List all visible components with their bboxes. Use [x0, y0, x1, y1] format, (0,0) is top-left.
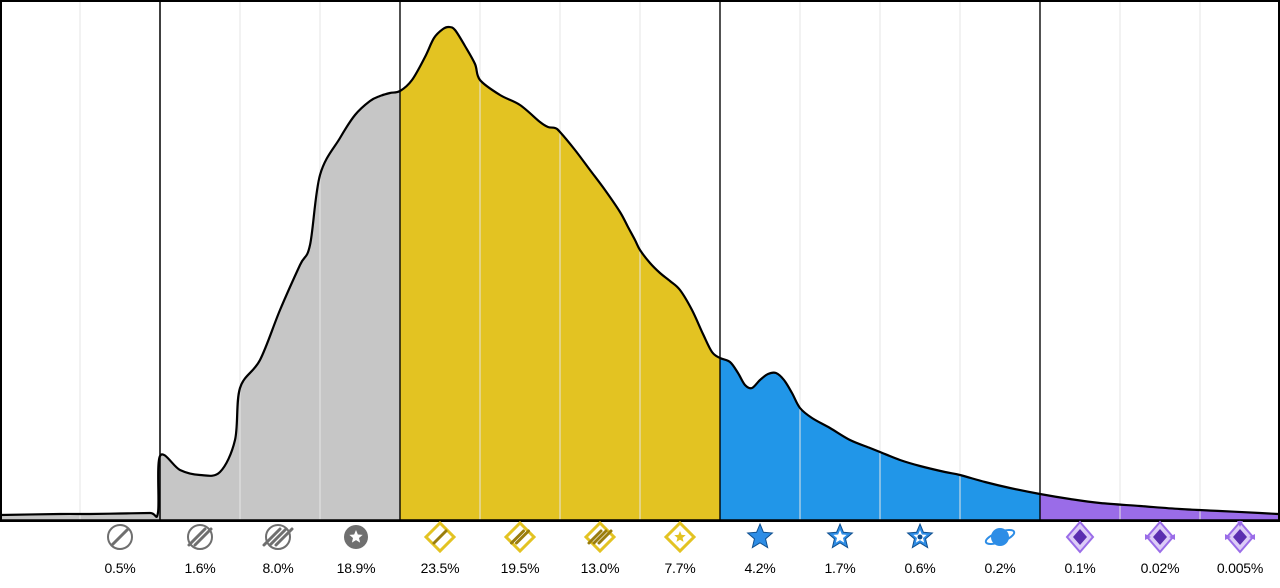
rank-silver2-icon: [160, 520, 240, 554]
rank-tick-diamond3: 0.005%: [1200, 520, 1280, 576]
rank-tick-diamond2: 0.02%: [1120, 520, 1200, 576]
rank-tick-gold2: 19.5%: [480, 520, 560, 576]
rank-percent-label: 0.1%: [1040, 560, 1120, 576]
chart-canvas: [0, 0, 1280, 588]
rank-diamond2-icon: [1120, 520, 1200, 554]
rank-silver3-icon: [238, 520, 318, 554]
rank-tick-gold4: 7.7%: [640, 520, 720, 576]
x-axis: 0.5%1.6%8.0%18.9%23.5%19.5%13.0%7.7%4.2%…: [0, 520, 1280, 588]
rank-percent-label: 0.02%: [1120, 560, 1200, 576]
rank-plat4-icon: [960, 520, 1040, 554]
rank-percent-label: 1.6%: [160, 560, 240, 576]
rank-tick-silver4: 18.9%: [316, 520, 396, 576]
rank-tick-plat3: 0.6%: [880, 520, 960, 576]
rank-tick-gold1: 23.5%: [400, 520, 480, 576]
rank-plat3-icon: [880, 520, 960, 554]
rank-silver1-icon: [80, 520, 160, 554]
rank-percent-label: 0.005%: [1200, 560, 1280, 576]
rank-tick-silver2: 1.6%: [160, 520, 240, 576]
rank-percent-label: 0.5%: [80, 560, 160, 576]
rank-percent-label: 13.0%: [560, 560, 640, 576]
rank-tick-silver1: 0.5%: [80, 520, 160, 576]
rank-silver4-icon: [316, 520, 396, 554]
rank-percent-label: 0.2%: [960, 560, 1040, 576]
rank-diamond1-icon: [1040, 520, 1120, 554]
rank-plat2-icon: [800, 520, 880, 554]
rank-percent-label: 4.2%: [720, 560, 800, 576]
rank-percent-label: 18.9%: [316, 560, 396, 576]
rank-tick-plat1: 4.2%: [720, 520, 800, 576]
rank-distribution-chart: 0.5%1.6%8.0%18.9%23.5%19.5%13.0%7.7%4.2%…: [0, 0, 1280, 588]
rank-percent-label: 23.5%: [400, 560, 480, 576]
rank-tick-gold3: 13.0%: [560, 520, 640, 576]
rank-percent-label: 1.7%: [800, 560, 880, 576]
rank-gold3-icon: [560, 520, 640, 554]
rank-plat1-icon: [720, 520, 800, 554]
rank-gold4-icon: [640, 520, 720, 554]
rank-percent-label: 0.6%: [880, 560, 960, 576]
rank-gold1-icon: [400, 520, 480, 554]
rank-tick-plat4: 0.2%: [960, 520, 1040, 576]
rank-tick-diamond1: 0.1%: [1040, 520, 1120, 576]
rank-percent-label: 7.7%: [640, 560, 720, 576]
rank-tick-plat2: 1.7%: [800, 520, 880, 576]
rank-gold2-icon: [480, 520, 560, 554]
rank-percent-label: 19.5%: [480, 560, 560, 576]
rank-diamond3-icon: [1200, 520, 1280, 554]
rank-tick-silver3: 8.0%: [238, 520, 318, 576]
rank-percent-label: 8.0%: [238, 560, 318, 576]
